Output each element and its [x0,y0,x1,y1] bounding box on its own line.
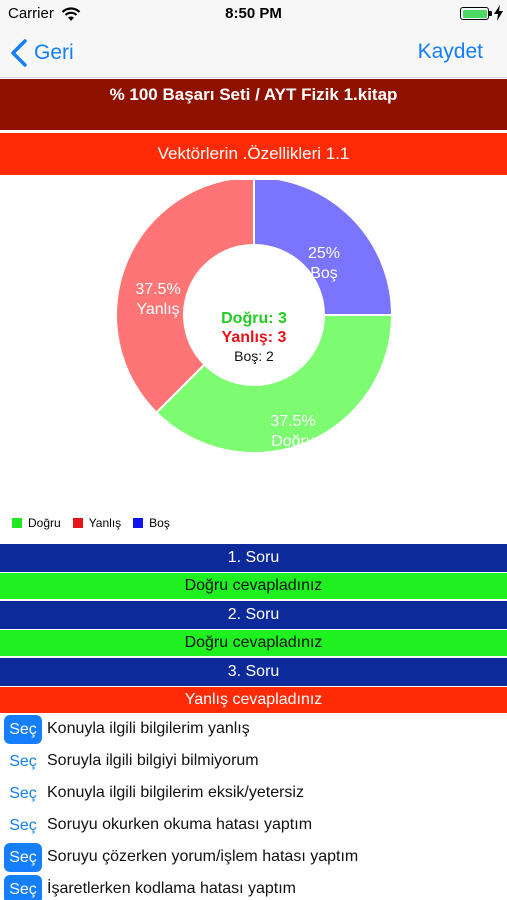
legend-swatch [133,518,144,528]
legend-label: Boş [149,516,170,530]
question-result-correct: Doğru cevapladınız [0,630,507,656]
slice-percent: 25% [307,245,341,262]
slice-percent: 37.5% [270,413,316,430]
legend-item-yanlis: Yanlış [72,516,122,530]
question-header[interactable]: 2. Soru [0,601,507,629]
reason-option: Seç Soruyu çözerken yorum/işlem hatası y… [0,841,507,873]
chevron-left-icon [11,39,27,67]
mistake-reason-list: Seç Konuyla ilgili bilgilerim yanlış Seç… [0,713,507,900]
reason-label: İşaretlerken kodlama hatası yaptım [47,880,297,897]
status-bar: Carrier 8:50 PM [0,0,507,28]
donut-slice-doğru [155,314,394,454]
battery-icon [460,7,489,20]
charging-bolt-icon [494,5,503,21]
question-header[interactable]: 1. Soru [0,544,507,572]
carrier-label: Carrier [8,5,54,22]
slice-percent: 37.5% [135,281,181,298]
reason-label: Konuyla ilgili bilgilerim yanlış [47,720,250,737]
chart-legend: Doğru Yanlış Boş [12,516,182,530]
legend-label: Yanlış [88,516,122,530]
slice-name: Boş [310,265,338,282]
donut-svg [115,180,394,454]
reason-label: Konuyla ilgili bilgilerim eksik/yetersiz [47,784,304,801]
center-correct-count: Doğru: 3 [221,310,287,327]
back-button[interactable]: Geri [10,38,74,68]
reason-option: Seç Soruyla ilgili bilgiyi bilmiyorum [0,745,507,777]
select-button[interactable]: Seç [9,784,37,802]
legend-item-bos: Boş [133,516,170,530]
reason-option: Seç Konuyla ilgili bilgilerim yanlış [0,713,507,745]
wifi-icon [61,7,81,21]
donut-center-summary: Doğru: 3 Yanlış: 3 Boş: 2 [154,309,354,365]
slice-label-yanlis: 37.5% Yanlış [103,280,213,320]
result-donut-chart: 25% Boş 37.5% Doğru 37.5% Yanlış Doğru: … [0,180,507,500]
select-button[interactable]: Seç [4,714,42,744]
page-title: % 100 Başarı Seti / AYT Fizik 1.kitap [0,79,507,130]
reason-option: Seç Konuyla ilgili bilgilerim eksik/yete… [0,777,507,809]
center-wrong-count: Yanlış: 3 [221,329,287,346]
slice-name: Doğru [271,433,315,450]
select-button[interactable]: Seç [4,874,42,900]
battery-fill [462,9,487,18]
select-button[interactable]: Seç [9,752,37,770]
select-button[interactable]: Seç [9,816,37,834]
legend-swatch [72,518,83,528]
slice-label-bos: 25% Boş [269,244,379,284]
donut-slice-yanlış [115,180,255,414]
slice-label-dogru: 37.5% Doğru [238,412,348,452]
reason-option: Seç İşaretlerken kodlama hatası yaptım [0,873,507,900]
legend-item-dogru: Doğru [12,516,61,530]
reason-label: Soruyu çözerken yorum/işlem hatası yaptı… [47,848,359,865]
question-result-correct: Doğru cevapladınız [0,573,507,599]
back-label: Geri [34,41,74,64]
question-results-list: 1. Soru Doğru cevapladınız 2. Soru Doğru… [0,544,507,715]
slice-name: Yanlış [136,301,180,318]
battery-tip [489,11,492,16]
save-button[interactable]: Kaydet [417,40,483,63]
reason-label: Soruyu okurken okuma hatası yaptım [47,816,313,833]
reason-label: Soruyla ilgili bilgiyi bilmiyorum [47,752,259,769]
question-header[interactable]: 3. Soru [0,658,507,686]
legend-swatch [12,518,22,528]
status-time: 8:50 PM [225,5,282,22]
select-button[interactable]: Seç [4,842,42,872]
center-blank-count: Boş: 2 [234,348,274,364]
navigation-bar: Geri Kaydet [0,28,507,78]
question-result-wrong: Yanlış cevapladınız [0,687,507,713]
reason-option: Seç Soruyu okurken okuma hatası yaptım [0,809,507,841]
legend-label: Doğru [28,516,61,530]
donut-slice-boş [253,180,394,316]
topic-subtitle: Vektörlerin .Özellikleri 1.1 [0,133,507,175]
